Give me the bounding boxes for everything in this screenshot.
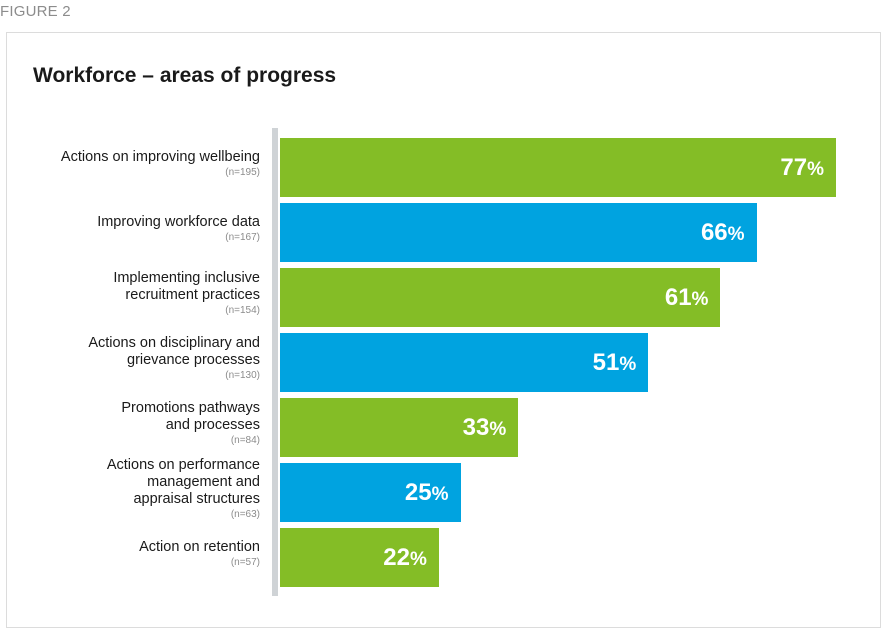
category-name-line: Actions on performance (106, 456, 260, 473)
bar-value-number: 66 (700, 219, 728, 246)
bar: 33% (280, 398, 519, 457)
bar: 61% (280, 268, 721, 327)
bar-value-label: 77% (780, 138, 824, 197)
bar-value-label: 51% (593, 333, 637, 392)
bar-value-suffix: % (431, 484, 449, 505)
bar-value-number: 33 (462, 414, 490, 441)
category-sample-size: (n=57) (230, 556, 260, 568)
category-sample-size: (n=63) (230, 508, 260, 520)
bar-value-label: 66% (701, 203, 745, 262)
bar-value-suffix: % (727, 224, 745, 245)
bar-value-suffix: % (807, 159, 824, 180)
category-sample-size: (n=167) (225, 231, 260, 243)
category-name-line: Implementing inclusive (113, 270, 260, 286)
category-name-line: grievance processes (127, 352, 260, 368)
bar-value-label: 25% (405, 463, 449, 522)
category-sample-size: (n=84) (230, 435, 260, 446)
category-label: Action on retention (n=57) (139, 539, 260, 569)
bar: 51% (280, 333, 649, 392)
category-name-line: and processes (165, 417, 260, 433)
bar: 77% (280, 138, 836, 197)
category-name-line: Promotions pathways (121, 400, 260, 416)
category-name-line: appraisal structures (133, 490, 260, 507)
category-sample-size: (n=195) (225, 166, 260, 178)
category-label: Actions on disciplinary and grievance pro… (88, 335, 260, 382)
chart-title: Workforce – areas of progress (33, 64, 337, 87)
category-name-line: Actions on disciplinary and (88, 335, 260, 351)
category-label: Promotions pathways and processes (n=84) (121, 400, 260, 447)
chart-panel (6, 32, 881, 628)
category-name-line: management and (147, 473, 260, 490)
category-label: Implementing inclusive recruitment practi… (113, 270, 260, 317)
bar-value-number: 77 (780, 154, 808, 181)
bar-value-number: 22 (383, 544, 410, 571)
category-name-line: Improving workforce data (97, 213, 260, 230)
bar-value-number: 51 (592, 349, 620, 376)
bar: 25% (280, 463, 461, 522)
bar-value-label: 33% (463, 398, 507, 457)
bar-value-suffix: % (489, 419, 507, 440)
category-axis-line (272, 128, 278, 596)
bar-value-suffix: % (619, 354, 637, 375)
bar-value-label: 61% (665, 268, 709, 327)
category-name-line: Action on retention (139, 538, 260, 555)
category-label: Improving workforce data (n=167) (97, 214, 260, 244)
bar-value-suffix: % (409, 549, 427, 570)
category-sample-size: (n=130) (225, 370, 260, 381)
category-name-line: recruitment practices (125, 287, 260, 303)
category-label: Actions on performance management and appr… (107, 457, 260, 521)
bar-value-number: 61 (664, 284, 692, 311)
bar-value-suffix: % (691, 289, 709, 310)
category-label: Actions on improving wellbeing (n=195) (61, 149, 260, 179)
bar: 66% (280, 203, 757, 262)
figure-label: FIGURE 2 (0, 3, 71, 20)
bar-value-number: 25 (404, 479, 432, 506)
category-name-line: Actions on improving wellbeing (60, 148, 260, 165)
bar: 22% (280, 528, 439, 587)
bar-value-label: 22% (383, 528, 427, 587)
category-sample-size: (n=154) (225, 305, 260, 316)
